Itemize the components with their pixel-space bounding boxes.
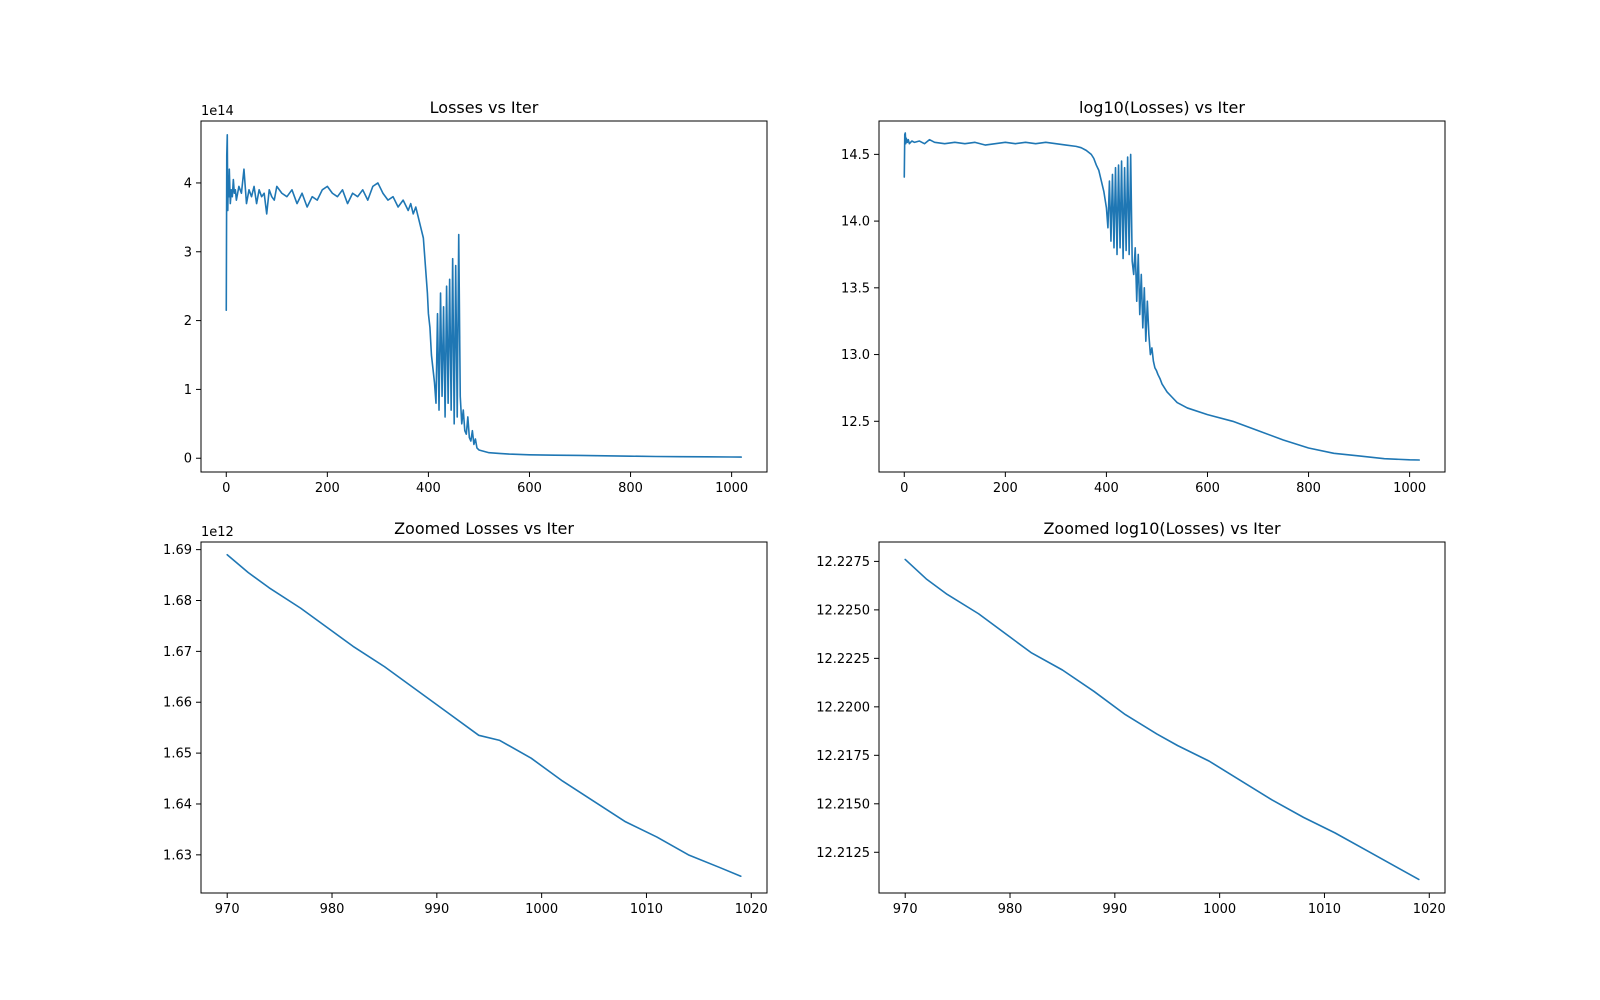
x-tick-label: 600 — [1195, 481, 1220, 496]
x-tick-label: 980 — [320, 902, 345, 917]
x-tick-label: 400 — [416, 481, 441, 496]
x-tick-label: 1000 — [525, 902, 558, 917]
chart-panel-2: log10(Losses) vs Iter 0 200 400 600 800 1000 12… — [841, 98, 1446, 496]
y-tick-label: 1.69 — [163, 543, 192, 558]
x-tick-label: 800 — [618, 481, 643, 496]
x-tick-label: 1000 — [1203, 902, 1236, 917]
y-tick-label: 1.67 — [163, 645, 192, 660]
y-tick-label: 12.2150 — [816, 797, 870, 812]
y-tick-label: 4 — [184, 176, 192, 191]
series-line — [903, 132, 1421, 461]
y-tick-label: 12.2200 — [816, 700, 870, 715]
x-tick-label: 990 — [424, 902, 449, 917]
axes-frame — [200, 120, 768, 473]
x-tick-label: 1020 — [1413, 902, 1446, 917]
chart-title: log10(Losses) vs Iter — [1079, 98, 1245, 117]
x-tick-label: 980 — [998, 902, 1023, 917]
y-tick-label: 12.2250 — [816, 603, 870, 618]
x-tick-label: 0 — [222, 481, 230, 496]
x-tick-label: 1020 — [735, 902, 768, 917]
chart-panel-4: Zoomed log10(Losses) vs Iter 970 980 990 100… — [816, 519, 1446, 917]
series-line — [225, 133, 743, 458]
y-tick-label: 0 — [184, 452, 192, 467]
y-offset-label: 1e14 — [201, 104, 234, 119]
chart-panel-1: Losses vs Iter 0 200 400 600 800 1000 0 1 2 3 4 1e14 — [184, 98, 768, 496]
y-tick-label: 3 — [184, 245, 192, 260]
x-tick-label: 0 — [900, 481, 908, 496]
y-tick-label: 14.0 — [841, 215, 870, 230]
chart-panel-3: Zoomed Losses vs Iter 970 980 990 1000 1010 10… — [163, 519, 768, 917]
series-line — [904, 558, 1420, 881]
y-tick-label: 12.2175 — [816, 749, 870, 764]
x-tick-label: 1000 — [715, 481, 748, 496]
y-tick-label: 13.0 — [841, 348, 870, 363]
x-tick-label: 1010 — [1308, 902, 1341, 917]
y-tick-label: 12.5 — [841, 415, 870, 430]
y-tick-label: 12.2225 — [816, 652, 870, 667]
series-line — [226, 553, 742, 878]
chart-title: Zoomed log10(Losses) vs Iter — [1043, 519, 1281, 538]
y-tick-label: 1.66 — [163, 696, 192, 711]
y-tick-label: 1.65 — [163, 747, 192, 762]
x-tick-label: 1000 — [1393, 481, 1426, 496]
x-tick-label: 200 — [993, 481, 1018, 496]
y-tick-label: 1.64 — [163, 797, 192, 812]
chart-title: Losses vs Iter — [430, 98, 539, 117]
chart-title: Zoomed Losses vs Iter — [394, 519, 574, 538]
x-tick-label: 600 — [517, 481, 542, 496]
x-tick-label: 200 — [315, 481, 340, 496]
y-offset-label: 1e12 — [201, 525, 234, 540]
x-tick-label: 400 — [1094, 481, 1119, 496]
axes-frame — [878, 120, 1446, 473]
charts-container: Losses vs Iter 0 200 400 600 800 1000 0 1 2 3 4 1e14… — [163, 98, 1446, 917]
y-tick-label: 1.63 — [163, 848, 192, 863]
axes-frame — [878, 541, 1446, 894]
x-tick-label: 1010 — [630, 902, 663, 917]
y-tick-label: 2 — [184, 314, 192, 329]
x-tick-label: 990 — [1102, 902, 1127, 917]
axes-frame — [200, 541, 768, 894]
y-tick-label: 1 — [184, 383, 192, 398]
y-tick-label: 14.5 — [841, 148, 870, 163]
x-tick-label: 970 — [893, 902, 918, 917]
x-tick-label: 800 — [1296, 481, 1321, 496]
y-tick-label: 1.68 — [163, 594, 192, 609]
y-tick-label: 13.5 — [841, 281, 870, 296]
x-tick-label: 970 — [215, 902, 240, 917]
y-tick-label: 12.2125 — [816, 846, 870, 861]
y-tick-label: 12.2275 — [816, 555, 870, 570]
